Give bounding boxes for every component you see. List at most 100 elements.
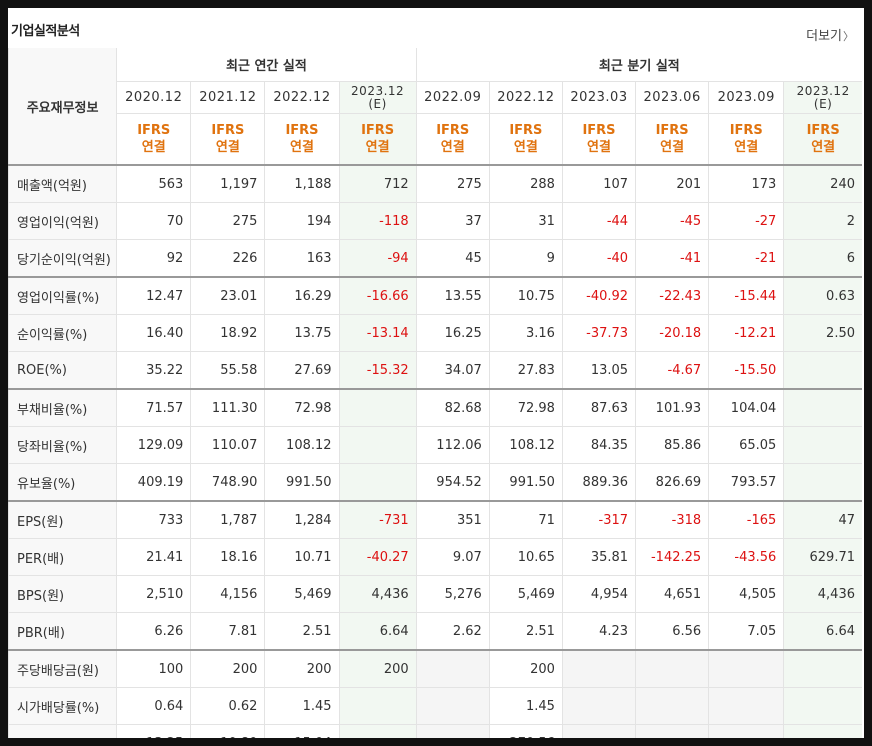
period-header: 2023.06 xyxy=(635,81,709,114)
table-cell: 6.64 xyxy=(338,612,417,651)
table-cell: 45 xyxy=(415,239,490,278)
table-cell: 275 xyxy=(415,165,490,203)
table-cell: 270.56 xyxy=(488,724,563,738)
basis-header: IFRS 연결 xyxy=(783,113,862,166)
period-label: 2022.12 xyxy=(497,90,555,105)
basis-header: IFRS 연결 xyxy=(190,113,265,166)
basis-top: IFRS xyxy=(361,123,395,138)
table-cell: 288 xyxy=(488,165,563,203)
table-cell: 13.25 xyxy=(116,724,191,738)
table-cell: -13.14 xyxy=(338,314,417,352)
table-cell: 712 xyxy=(338,165,417,203)
period-header: 2022.09 xyxy=(415,81,490,114)
table-row: 당좌비율(%) 129.09 110.07 108.12 112.06 108.12 84.… xyxy=(8,426,862,464)
table-cell xyxy=(338,687,417,725)
table-cell: 65.05 xyxy=(708,426,784,464)
more-link[interactable]: 더보기〉 xyxy=(806,25,854,44)
table-cell: 2.51 xyxy=(488,612,563,651)
table-row: ROE(%) 35.22 55.58 27.69 -15.32 34.07 27.83 13.… xyxy=(8,351,862,390)
table-cell: 201 xyxy=(635,165,709,203)
table-row: 배당성향(%)13.2510.8015.04 270.56 xyxy=(8,724,862,738)
table-cell: 5,469 xyxy=(264,575,340,613)
table-cell: -22.43 xyxy=(635,276,709,315)
table-cell: 6.56 xyxy=(635,612,709,651)
row-label: 배당성향(%) xyxy=(8,724,117,738)
table-cell: 21.41 xyxy=(116,538,191,576)
table-cell: 72.98 xyxy=(488,388,563,427)
table-cell: 991.50 xyxy=(488,463,563,502)
period-label: 2023.03 xyxy=(570,90,628,105)
table-cell: 35.81 xyxy=(561,538,636,576)
table-cell xyxy=(561,724,636,738)
table-cell xyxy=(783,724,862,738)
table-cell: -37.73 xyxy=(561,314,636,352)
table-cell xyxy=(338,388,417,427)
period-header: 2023.12 (E) xyxy=(338,81,417,114)
table-cell: 85.86 xyxy=(635,426,709,464)
basis-header: IFRS 연결 xyxy=(708,113,784,166)
table-cell: 27.83 xyxy=(488,351,563,390)
table-cell: -20.18 xyxy=(635,314,709,352)
table-cell: 748.90 xyxy=(190,463,265,502)
table-cell: -43.56 xyxy=(708,538,784,576)
table-row: 시가배당률(%) 0.64 0.62 1.45 1.45 xyxy=(8,687,862,725)
table-cell: 0.62 xyxy=(190,687,265,725)
table-cell: 16.40 xyxy=(116,314,191,352)
table-cell: 2.51 xyxy=(264,612,340,651)
table-cell: 4,954 xyxy=(561,575,636,613)
row-label: 주당배당금(원) xyxy=(8,649,117,688)
table-row: 영업이익(억원) 70 275 194 -118 37 31 -44 -45 -27 2 xyxy=(8,202,862,240)
table-cell: 16.25 xyxy=(415,314,490,352)
table-cell: 13.55 xyxy=(415,276,490,315)
table-cell: 92 xyxy=(116,239,191,278)
table-cell xyxy=(561,687,636,725)
table-cell: 110.07 xyxy=(190,426,265,464)
row-label: 부채비율(%) xyxy=(8,388,117,427)
table-cell: 4,156 xyxy=(190,575,265,613)
basis-bottom: 연결 xyxy=(215,140,240,155)
table-row: PER(배) 21.41 18.16 10.71 -40.27 9.07 10.65 35.8… xyxy=(8,538,862,576)
period-label: 2023.06 xyxy=(643,90,701,105)
basis-bottom: 연결 xyxy=(290,140,314,155)
basis-bottom: 연결 xyxy=(811,140,836,155)
table-cell: 7.05 xyxy=(708,612,784,651)
table-cell: 7.81 xyxy=(190,612,265,651)
basis-top: IFRS xyxy=(509,123,543,138)
table-cell: 9 xyxy=(488,239,563,278)
table-cell: 71 xyxy=(488,500,563,539)
table-cell: 163 xyxy=(264,239,340,278)
table-cell: 275 xyxy=(190,202,265,240)
basis-bottom: 연결 xyxy=(587,140,611,155)
table-row: BPS(원) 2,510 4,156 5,469 4,436 5,276 5,469 4,95… xyxy=(8,575,862,613)
table-cell: -44 xyxy=(561,202,636,240)
period-label: 2023.09 xyxy=(717,90,775,105)
table-cell: -118 xyxy=(338,202,417,240)
table-row: 주당배당금(원) 100 200 200 200 200 xyxy=(8,649,862,688)
table-cell: 108.12 xyxy=(264,426,340,464)
table-cell: 200 xyxy=(190,649,265,688)
table-cell: 240 xyxy=(783,165,862,203)
table-cell: 111.30 xyxy=(190,388,265,427)
basis-top: IFRS xyxy=(285,123,319,138)
basis-header: IFRS 연결 xyxy=(338,113,417,166)
basis-top: IFRS xyxy=(436,123,470,138)
basis-header: IFRS 연결 xyxy=(116,113,191,166)
table-row: 순이익률(%) 16.40 18.92 13.75 -13.14 16.25 3.16 -37… xyxy=(8,314,862,352)
table-cell xyxy=(561,649,636,688)
row-label: 매출액(억원) xyxy=(8,165,117,203)
table-cell: 6.64 xyxy=(783,612,862,651)
basis-top: IFRS xyxy=(655,123,689,138)
basis-top: IFRS xyxy=(211,123,245,138)
annual-group-header: 최근 연간 실적 xyxy=(116,48,417,82)
table-cell: 112.06 xyxy=(415,426,490,464)
table-cell: 129.09 xyxy=(116,426,191,464)
table-cell: 101.93 xyxy=(635,388,709,427)
period-label: 2022.09 xyxy=(424,90,482,105)
row-label: 당기순이익(억원) xyxy=(8,239,117,278)
row-label: EPS(원) xyxy=(8,500,117,539)
period-header: 2023.09 xyxy=(708,81,784,114)
basis-bottom: 연결 xyxy=(513,140,538,155)
table-cell: 409.19 xyxy=(116,463,191,502)
period-header: 2022.12 xyxy=(488,81,563,114)
table-cell: 2.50 xyxy=(783,314,862,352)
